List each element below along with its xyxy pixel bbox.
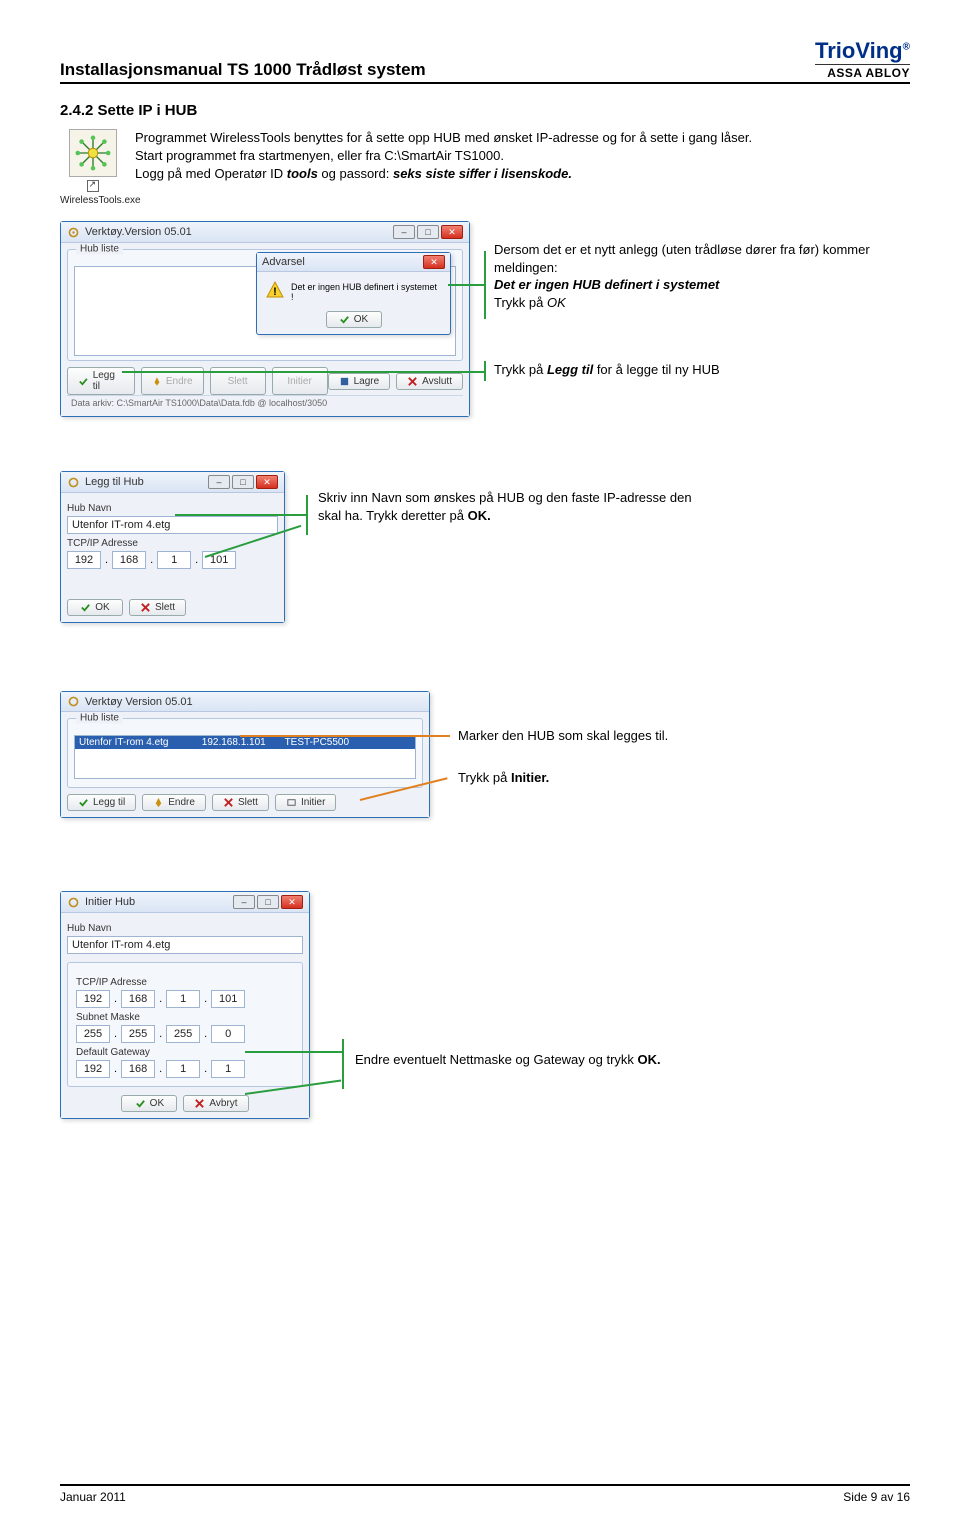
alert-title: Advarsel <box>262 256 305 268</box>
delete-button[interactable]: Slett <box>212 794 269 811</box>
intro-p1: Programmet WirelessTools benyttes for å … <box>135 129 910 147</box>
alert-ok-button[interactable]: OK <box>326 311 382 328</box>
page-footer: Januar 2011 Side 9 av 16 <box>60 1484 910 1504</box>
dialog-title: Legg til Hub <box>85 476 144 488</box>
hub-name-input[interactable]: Utenfor IT-rom 4.etg <box>67 516 278 534</box>
intro-text: Programmet WirelessTools benyttes for å … <box>135 129 910 206</box>
callout-6: Endre eventuelt Nettmaske og Gateway og … <box>355 1051 785 1069</box>
hub-list[interactable]: Utenfor IT-rom 4.etg 192.168.1.101 TEST-… <box>74 735 416 779</box>
ip-label: TCP/IP Adresse <box>76 977 294 988</box>
callout-1: Dersom det er et nytt anlegg (uten trådl… <box>494 241 874 311</box>
verktoy-window-2: Verktøy Version 05.01 Hub liste Utenfor … <box>60 691 430 818</box>
verktoy-window: Verktøy.Version 05.01 – □ ✕ Hub liste Le… <box>60 221 470 417</box>
wirelesstools-shortcut: WirelessTools.exe <box>60 129 125 206</box>
maximize-button[interactable]: □ <box>417 225 439 239</box>
minimize-button[interactable]: – <box>393 225 415 239</box>
ip-input[interactable]: 192. 168. 1. 101 <box>76 990 294 1008</box>
close-button[interactable]: Avslutt <box>396 373 463 390</box>
save-button[interactable]: Lagre <box>328 373 391 390</box>
group-title: Hub liste <box>76 713 123 724</box>
ok-button[interactable]: OK <box>121 1095 177 1112</box>
close-button[interactable]: ✕ <box>281 895 303 909</box>
brand-logo: TrioVing® ASSA ABLOY <box>815 40 910 80</box>
screenshot-4-block: Initier Hub – □ ✕ Hub Navn Utenfor IT-ro… <box>60 891 910 1191</box>
subnet-label: Subnet Maske <box>76 1012 294 1023</box>
screenshot-3-block: Verktøy Version 05.01 Hub liste Utenfor … <box>60 691 910 866</box>
dialog-title: Initier Hub <box>85 896 135 908</box>
callout-5: Trykk på Initier. <box>458 769 818 787</box>
alert-dialog: Advarsel ✕ ! Det er ingen HUB definert i… <box>256 252 451 335</box>
intro-p2: Start programmet fra startmenyen, eller … <box>135 147 910 183</box>
edit-button[interactable]: Endre <box>142 794 206 811</box>
gear-icon <box>67 695 80 708</box>
cancel-button[interactable]: Avbryt <box>183 1095 248 1112</box>
hub-name-label: Hub Navn <box>67 503 278 514</box>
init-button[interactable]: Initier <box>275 794 336 811</box>
status-bar: Data arkiv: C:\SmartAir TS1000\Data\Data… <box>67 395 463 410</box>
page-header: Installasjonsmanual TS 1000 Trådløst sys… <box>60 40 910 84</box>
callout-4: Marker den HUB som skal legges til. <box>458 727 818 745</box>
delete-button[interactable]: Slett <box>129 599 186 616</box>
close-button[interactable]: ✕ <box>256 475 278 489</box>
initier-hub-dialog: Initier Hub – □ ✕ Hub Navn Utenfor IT-ro… <box>60 891 310 1119</box>
alert-close-button[interactable]: ✕ <box>423 255 445 269</box>
window-title: Verktøy Version 05.01 <box>85 696 193 708</box>
minimize-button[interactable]: – <box>208 475 230 489</box>
window-title: Verktøy.Version 05.01 <box>85 226 192 238</box>
intro-block: WirelessTools.exe Programmet WirelessToo… <box>60 129 910 206</box>
gear-icon <box>67 226 80 239</box>
minimize-button[interactable]: – <box>233 895 255 909</box>
hub-name-label: Hub Navn <box>67 923 303 934</box>
gateway-input[interactable]: 192. 168. 1. 1 <box>76 1060 294 1078</box>
gear-icon <box>67 476 80 489</box>
add-button[interactable]: Legg til <box>67 794 136 811</box>
brand-bottom: ASSA ABLOY <box>815 64 910 80</box>
ip-input[interactable]: 192. 168. 1. 101 <box>67 551 278 569</box>
brand-top: TrioVing® <box>815 40 910 62</box>
table-row[interactable]: Utenfor IT-rom 4.etg 192.168.1.101 TEST-… <box>75 736 415 749</box>
subnet-input[interactable]: 255. 255. 255. 0 <box>76 1025 294 1043</box>
hub-name-input[interactable]: Utenfor IT-rom 4.etg <box>67 936 303 954</box>
gear-icon <box>67 896 80 909</box>
icon-caption: WirelessTools.exe <box>60 195 125 206</box>
warning-icon: ! <box>265 280 285 303</box>
document-title: Installasjonsmanual TS 1000 Trådløst sys… <box>60 60 426 80</box>
callout-3: Skriv inn Navn som ønskes på HUB og den … <box>318 489 708 524</box>
footer-page: Side 9 av 16 <box>843 1490 910 1504</box>
close-button[interactable]: ✕ <box>441 225 463 239</box>
wirelesstools-icon <box>69 129 117 177</box>
add-hub-dialog: Legg til Hub – □ ✕ Hub Navn Utenfor IT-r… <box>60 471 285 623</box>
maximize-button[interactable]: □ <box>232 475 254 489</box>
ok-button[interactable]: OK <box>67 599 123 616</box>
footer-date: Januar 2011 <box>60 1490 126 1504</box>
shortcut-arrow-icon <box>87 180 99 192</box>
section-heading: 2.4.2 Sette IP i HUB <box>60 102 910 119</box>
maximize-button[interactable]: □ <box>257 895 279 909</box>
window-titlebar: Verktøy.Version 05.01 – □ ✕ <box>61 222 469 243</box>
screenshot-2-block: Legg til Hub – □ ✕ Hub Navn Utenfor IT-r… <box>60 471 910 666</box>
group-title: Hub liste <box>76 244 123 255</box>
callout-2: Trykk på Legg til for å legge til ny HUB <box>494 361 874 379</box>
screenshot-1-block: Verktøy.Version 05.01 – □ ✕ Hub liste Le… <box>60 221 910 446</box>
alert-text: Det er ingen HUB definert i systemet ! <box>291 282 442 302</box>
svg-text:!: ! <box>273 286 277 298</box>
